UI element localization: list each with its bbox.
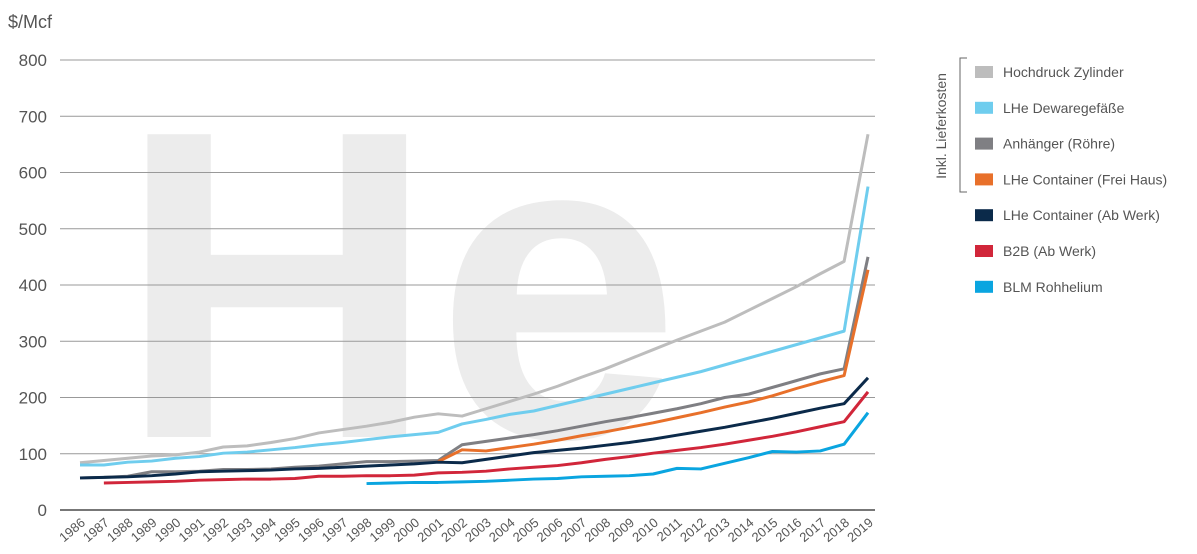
y-tick-label: 500 [19, 220, 47, 239]
series-line [366, 411, 870, 486]
y-tick-label: 800 [19, 51, 47, 70]
y-tick-label: 0 [38, 501, 47, 520]
legend-swatch [975, 66, 993, 78]
legend-label: Anhänger (Röhre) [1003, 136, 1115, 152]
y-tick-label: 600 [19, 164, 47, 183]
legend-swatch [975, 209, 993, 222]
legend-label: LHe Dewaregefäße [1003, 100, 1125, 116]
series-line [79, 133, 870, 465]
y-tick-label: 300 [19, 332, 47, 351]
series-line [80, 186, 870, 467]
series-line [79, 376, 870, 480]
y-tick-label: 200 [19, 389, 47, 408]
legend: Inkl. Lieferkosten Hochdruck Zylinder LHe… [933, 57, 1167, 295]
legend-swatch [975, 137, 993, 150]
lines [79, 133, 870, 486]
legend-swatch [975, 101, 993, 114]
y-axis-label: $/Mcf [8, 12, 53, 32]
legend-label: BLM Rohhelium [1003, 279, 1103, 295]
legend-label: LHe Container (Frei Haus) [1003, 171, 1167, 187]
legend-group-label: Inkl. Lieferkosten [933, 73, 949, 179]
y-tick-label: 400 [19, 276, 47, 295]
grid [60, 59, 875, 511]
legend-swatch [975, 280, 993, 293]
legend-swatch [975, 245, 993, 257]
y-tick-label: 100 [19, 445, 47, 464]
y-tick-label: 700 [19, 107, 47, 126]
x-tick-label: 2019 [844, 515, 876, 545]
legend-label: B2B (Ab Werk) [1003, 243, 1096, 259]
legend-swatch [975, 173, 993, 186]
legend-bracket [959, 57, 967, 193]
series-line [103, 390, 870, 485]
legend-label: LHe Container (Ab Werk) [1003, 207, 1160, 223]
series-line [437, 269, 870, 463]
legend-label: Hochdruck Zylinder [1003, 64, 1124, 80]
